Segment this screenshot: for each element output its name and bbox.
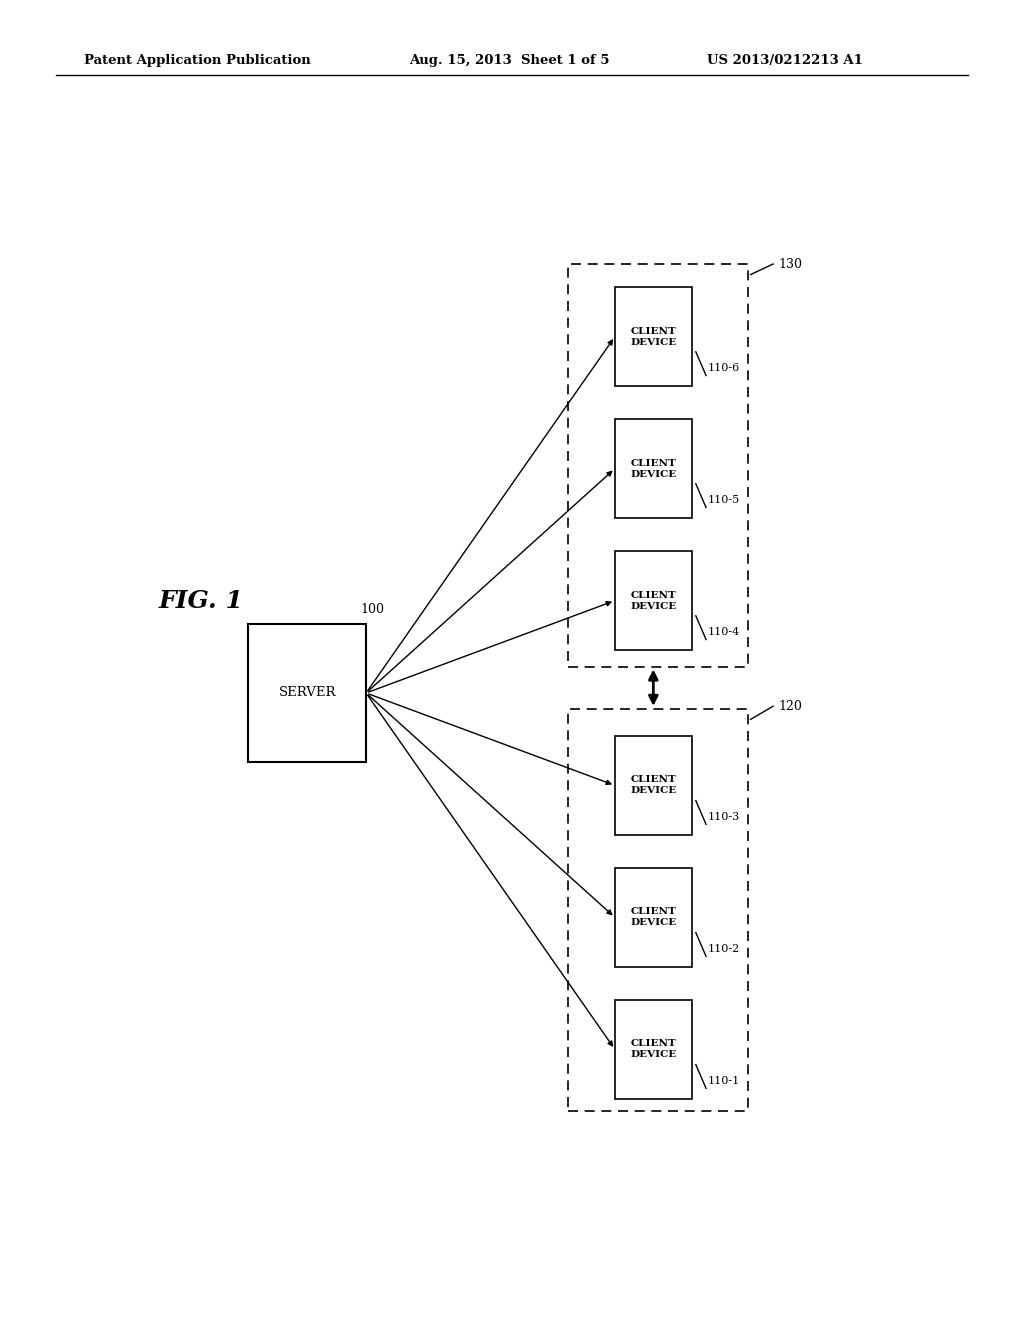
Text: 110-1: 110-1: [709, 1076, 740, 1086]
Text: CLIENT
DEVICE: CLIENT DEVICE: [630, 1039, 677, 1060]
Text: CLIENT
DEVICE: CLIENT DEVICE: [630, 775, 677, 796]
Bar: [614, 735, 692, 834]
Text: CLIENT
DEVICE: CLIENT DEVICE: [630, 326, 677, 347]
Text: CLIENT
DEVICE: CLIENT DEVICE: [630, 907, 677, 928]
Bar: [614, 288, 692, 385]
Text: CLIENT
DEVICE: CLIENT DEVICE: [630, 458, 677, 479]
Bar: [614, 418, 692, 517]
Text: 110-5: 110-5: [709, 495, 740, 506]
Bar: [248, 624, 367, 763]
Text: 110-2: 110-2: [709, 944, 740, 954]
Text: 110-3: 110-3: [709, 812, 740, 822]
Bar: [614, 869, 692, 966]
Text: Aug. 15, 2013  Sheet 1 of 5: Aug. 15, 2013 Sheet 1 of 5: [410, 54, 610, 67]
Bar: [568, 709, 748, 1111]
Text: Patent Application Publication: Patent Application Publication: [84, 54, 310, 67]
Text: 100: 100: [360, 603, 384, 616]
Text: 110-6: 110-6: [709, 363, 740, 374]
Text: FIG. 1: FIG. 1: [159, 589, 244, 612]
Bar: [614, 552, 692, 649]
Text: 110-4: 110-4: [709, 627, 740, 638]
Text: US 2013/0212213 A1: US 2013/0212213 A1: [707, 54, 862, 67]
Text: CLIENT
DEVICE: CLIENT DEVICE: [630, 590, 677, 611]
Text: 130: 130: [778, 257, 802, 271]
Bar: [568, 264, 748, 667]
Bar: [614, 1001, 692, 1098]
Text: SERVER: SERVER: [279, 686, 336, 700]
Text: 120: 120: [778, 700, 802, 713]
